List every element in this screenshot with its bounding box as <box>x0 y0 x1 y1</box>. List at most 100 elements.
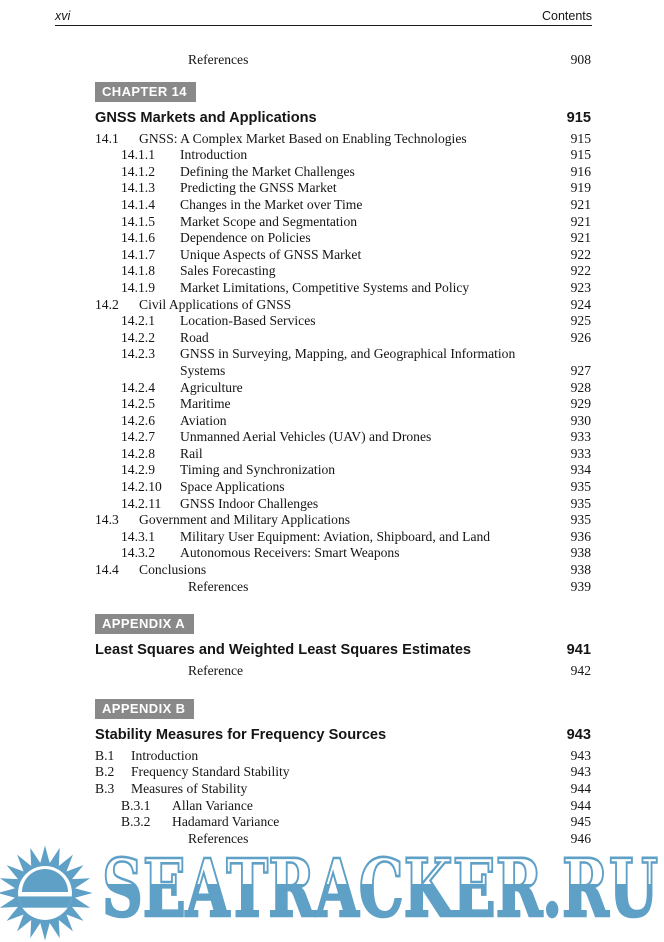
toc-entry: 14.1.6 Dependence on Policies 921 <box>95 230 591 247</box>
section-title-page: 943 <box>566 726 591 743</box>
toc-section: APPENDIX B Stability Measures for Freque… <box>95 698 591 848</box>
sun-rays <box>0 845 93 941</box>
entry-title: Road <box>180 329 209 345</box>
entry-number: 14.2.4 <box>121 379 155 395</box>
entry-page: 933 <box>570 429 591 445</box>
toc-entry: 14.2.8 Rail 933 <box>95 446 591 463</box>
toc-entry: 14.2.3 GNSS in Surveying, Mapping, and Ge… <box>95 346 591 379</box>
entry-title: Changes in the Market over Time <box>180 196 363 212</box>
entry-page: 929 <box>570 396 591 412</box>
toc-entry: References 908 <box>95 52 591 69</box>
entry-title: Aviation <box>180 412 227 428</box>
toc-entry: B.2 Frequency Standard Stability 943 <box>95 764 591 781</box>
entry-title: Defining the Market Challenges <box>180 163 355 179</box>
entry-title: Market Limitations, Competitive Systems … <box>180 279 470 295</box>
entry-title: GNSS Indoor Challenges <box>180 495 319 511</box>
toc-entry: 14.2.6 Aviation 930 <box>95 413 591 430</box>
entry-title: References <box>188 830 249 846</box>
entry-page: 922 <box>570 246 591 262</box>
entry-number: 14.4 <box>95 562 119 578</box>
toc-entry: 14.2.1 Location-Based Services 925 <box>95 313 591 330</box>
entry-page: 936 <box>570 528 591 544</box>
entry-number: B.3.2 <box>121 814 151 830</box>
section-title-row: Stability Measures for Frequency Sources… <box>95 727 591 743</box>
entry-title: Unique Aspects of GNSS Market <box>180 246 362 262</box>
entry-page: 927 <box>570 362 591 378</box>
entry-page: 944 <box>570 797 591 813</box>
sun-band <box>18 896 72 908</box>
entry-list: Reference 942 <box>95 663 591 680</box>
entry-title: Reference <box>188 663 244 679</box>
entry-title: Military User Equipment: Aviation, Shipb… <box>180 528 491 544</box>
toc-entry: 14.2 Civil Applications of GNSS 924 <box>95 297 591 314</box>
entry-page: 943 <box>570 764 591 780</box>
entry-title: Conclusions <box>139 562 207 578</box>
entry-number: 14.1.3 <box>121 180 155 196</box>
entry-page: 924 <box>570 296 591 312</box>
entry-title: Dependence on Policies <box>180 230 311 246</box>
entry-number: 14.1.5 <box>121 213 155 229</box>
section-title-row: Least Squares and Weighted Least Squares… <box>95 642 591 658</box>
entry-title: Autonomous Receivers: Smart Weapons <box>180 545 400 561</box>
entry-title: References <box>188 52 249 67</box>
entry-page: 916 <box>570 163 591 179</box>
entry-number: 14.1.4 <box>121 196 155 212</box>
toc-entry: References 939 <box>95 579 591 596</box>
entry-title: Hadamard Variance <box>172 814 280 830</box>
entry-title: Unmanned Aerial Vehicles (UAV) and Drone… <box>180 429 432 445</box>
entry-page: 928 <box>570 379 591 395</box>
entry-number: 14.2 <box>95 296 119 312</box>
toc-entry: 14.1.7 Unique Aspects of GNSS Market 922 <box>95 247 591 264</box>
toc-entry: 14.2.9 Timing and Synchronization 934 <box>95 462 591 479</box>
entry-title: Frequency Standard Stability <box>131 764 290 780</box>
entry-page: 923 <box>570 279 591 295</box>
toc-sections: CHAPTER 14 GNSS Markets and Applications… <box>95 81 591 848</box>
running-head: xvi Contents <box>55 9 592 26</box>
entry-title: Space Applications <box>180 479 285 495</box>
entry-title: Measures of Stability <box>131 781 248 796</box>
entry-page: 938 <box>570 562 591 578</box>
entry-title: References <box>188 578 249 594</box>
entry-number: 14.1 <box>95 130 119 146</box>
toc-section: CHAPTER 14 GNSS Markets and Applications… <box>95 81 591 596</box>
toc-entry: 14.1 GNSS: A Complex Market Based on Enab… <box>95 131 591 148</box>
entry-page: 939 <box>570 578 591 594</box>
entry-title: Predicting the GNSS Market <box>180 180 337 196</box>
page-folio: xvi <box>55 9 71 23</box>
entry-title: GNSS in Surveying, Mapping, and Geograph… <box>180 346 516 378</box>
entry-page: 934 <box>570 462 591 478</box>
entry-list: 14.1 GNSS: A Complex Market Based on Enab… <box>95 131 591 596</box>
toc-entry: B.3.2 Hadamard Variance 945 <box>95 814 591 831</box>
entry-page: 926 <box>570 329 591 345</box>
running-head-title: Contents <box>541 9 592 23</box>
entry-list: B.1 Introduction 943 B.2 Frequency Standard … <box>95 748 591 848</box>
toc-entry: 14.3.1 Military User Equipment: Aviation,… <box>95 529 591 546</box>
entry-page: 921 <box>570 230 591 246</box>
entry-page: 938 <box>570 545 591 561</box>
toc-entry: References 946 <box>95 831 591 848</box>
entry-title: Rail <box>180 445 203 461</box>
sun-disc <box>18 866 72 920</box>
entry-page: 921 <box>570 213 591 229</box>
entry-number: B.3 <box>95 781 115 796</box>
entry-number: 14.1.7 <box>121 246 155 262</box>
entry-page: 921 <box>570 196 591 212</box>
section-badge: APPENDIX B <box>95 698 195 719</box>
toc-entry: 14.1.2 Defining the Market Challenges 916 <box>95 164 591 181</box>
entry-page: 908 <box>570 52 591 67</box>
watermark: SEATRACKER.RU <box>0 842 664 941</box>
entry-number: 14.3 <box>95 512 119 528</box>
entry-page: 943 <box>570 747 591 763</box>
entry-number: 14.2.10 <box>121 479 162 495</box>
entry-title: Location-Based Services <box>180 313 316 329</box>
entry-title: Introduction <box>180 147 248 163</box>
toc-entry: B.3.1 Allan Variance 944 <box>95 798 591 815</box>
toc-entry: 14.2.2 Road 926 <box>95 330 591 347</box>
entry-title: Government and Military Applications <box>139 512 351 528</box>
entry-page: 915 <box>570 130 591 146</box>
toc-entry: 14.3 Government and Military Applications… <box>95 512 591 529</box>
toc-entry: 14.1.5 Market Scope and Segmentation 921 <box>95 214 591 231</box>
entry-number: 14.2.6 <box>121 412 155 428</box>
toc-entry: 14.2.5 Maritime 929 <box>95 396 591 413</box>
entry-page: 944 <box>570 781 591 796</box>
